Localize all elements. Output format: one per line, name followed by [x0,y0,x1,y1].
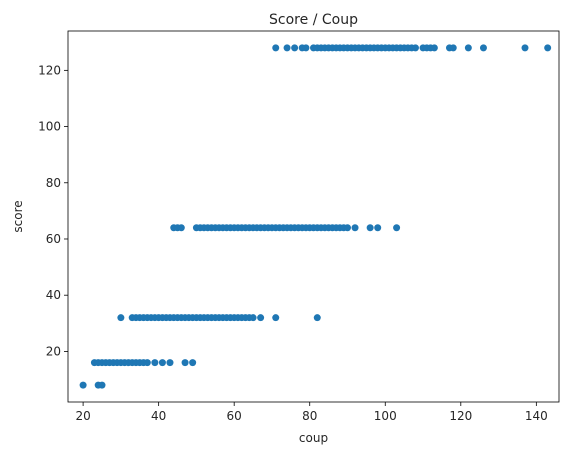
data-points [79,44,552,389]
data-point [479,44,487,52]
chart-title: Score / Coup [269,12,358,28]
data-point [249,314,257,322]
data-point [272,314,280,322]
data-point [374,224,382,232]
data-point [272,44,280,52]
data-point [393,224,401,232]
x-tick-label: 80 [302,409,317,423]
data-point [166,359,174,367]
data-point [181,359,189,367]
data-point [544,44,552,52]
data-point [313,314,321,322]
y-tick-label: 20 [46,344,61,358]
x-axis: 20 40 60 80 100 120 140 [75,402,548,423]
data-point [189,359,197,367]
data-point [283,44,291,52]
data-point [449,44,457,52]
data-point [79,381,87,389]
data-point [177,224,185,232]
y-tick-label: 60 [46,232,61,246]
x-tick-label: 60 [227,409,242,423]
x-tick-label: 20 [75,409,90,423]
data-point [521,44,529,52]
y-tick-label: 80 [46,176,61,190]
x-tick-label: 40 [151,409,166,423]
data-point [464,44,472,52]
y-axis: 20 40 60 80 100 120 [38,63,68,358]
y-axis-label: score [11,200,25,232]
data-point [291,44,299,52]
x-tick-label: 140 [525,409,548,423]
data-point [158,359,166,367]
y-tick-label: 100 [38,120,61,134]
data-point [430,44,438,52]
plot-area-frame [67,30,560,403]
data-point [257,314,265,322]
y-tick-label: 40 [46,288,61,302]
x-tick-label: 120 [449,409,472,423]
data-point [351,224,359,232]
y-tick-label: 120 [38,63,61,77]
data-point [143,359,151,367]
data-point [98,381,106,389]
data-point [343,224,351,232]
data-point [117,314,125,322]
data-point [151,359,159,367]
data-point [411,44,419,52]
x-tick-label: 100 [374,409,397,423]
data-point [366,224,374,232]
x-axis-label: coup [299,431,328,445]
data-point [302,44,310,52]
